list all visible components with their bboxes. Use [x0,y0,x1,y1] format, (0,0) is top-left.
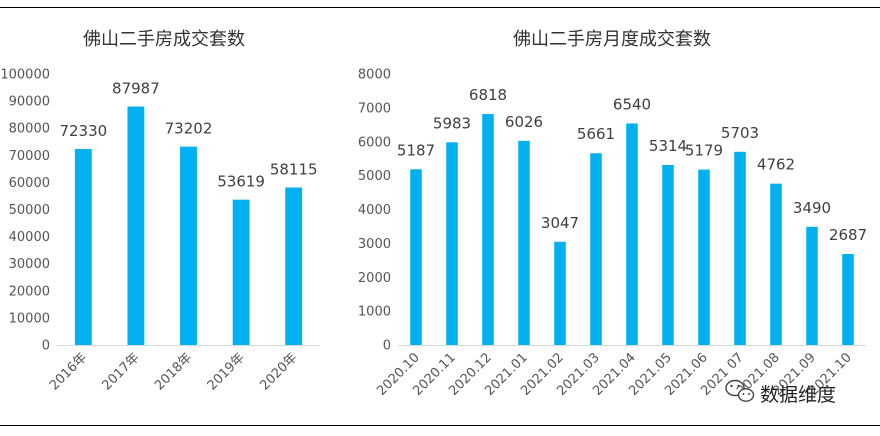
data-label: 53619 [217,173,265,191]
data-label: 2687 [829,226,867,244]
bar [590,153,602,345]
x-tick-label: 2020年 [257,350,300,393]
x-tick-label: 2016年 [47,350,90,393]
annual-transactions-chart: 佛山二手房成交套数 0 10000 20000 30000 40000 50000 60000… [0,29,320,393]
y-tick-label: 8000 [358,68,391,83]
x-tick-label: 2018年 [152,350,195,393]
bar [806,226,818,345]
data-label: 3047 [541,214,579,232]
y-tick-label: 5000 [358,169,391,184]
y-tick-label: 90000 [9,95,50,110]
data-label: 5983 [433,114,471,132]
chart-title: 佛山二手房成交套数 [83,29,245,50]
y-tick-label: 10000 [9,311,50,326]
y-tick-label: 7000 [358,101,391,116]
bar [180,146,197,345]
y-tick-label: 6000 [358,135,391,150]
watermark: 数据维度 [725,379,836,406]
y-tick-label: 3000 [358,237,391,252]
bar [446,142,458,345]
y-tick-label: 2000 [358,271,391,286]
data-label: 6818 [469,86,507,104]
bar [232,199,250,345]
data-label: 4762 [757,156,795,174]
y-tick-label: 4000 [358,203,391,218]
data-label: 5187 [397,141,435,159]
data-label: 3490 [793,199,831,217]
data-label: 6540 [613,95,651,113]
bar [410,169,422,345]
bar [842,253,854,345]
data-label: 5179 [685,142,723,160]
bar [74,148,92,345]
bar [626,123,638,346]
data-label: 6026 [505,113,543,131]
data-label: 5314 [649,137,687,155]
bar [734,151,746,345]
data-label: 5703 [721,124,759,142]
monthly-transactions-chart: 佛山二手房月度成交套数 0 1000 2000 3000 4000 5000 6000 7000… [358,29,867,399]
data-label: 87987 [112,80,160,98]
data-label: 58115 [270,161,318,179]
x-tick-label: 2017年 [100,350,143,393]
bar [662,164,674,345]
y-tick-label: 60000 [9,176,50,191]
y-tick-label: 20000 [9,284,50,299]
x-tick-label: 2019年 [205,350,248,393]
chart-title: 佛山二手房月度成交套数 [513,29,711,50]
y-tick-label: 40000 [9,230,50,245]
y-tick-label: 100000 [0,68,50,83]
bar [127,106,145,345]
y-tick-label: 1000 [358,305,391,320]
bar [482,114,494,345]
y-tick-label: 80000 [9,122,50,137]
y-tick-label: 70000 [9,149,50,164]
bar [698,169,710,345]
y-tick-label: 0 [383,339,391,354]
bar [770,183,782,345]
bar [285,187,303,345]
watermark-text: 数据维度 [760,384,836,406]
data-label: 73202 [165,120,213,138]
y-tick-label: 50000 [9,203,50,218]
bar [554,241,566,345]
data-label: 5661 [577,125,615,143]
wechat-icon [725,379,755,402]
y-tick-label: 0 [42,339,50,354]
data-label: 72330 [59,122,107,140]
y-tick-label: 30000 [9,257,50,272]
bar [518,140,530,345]
